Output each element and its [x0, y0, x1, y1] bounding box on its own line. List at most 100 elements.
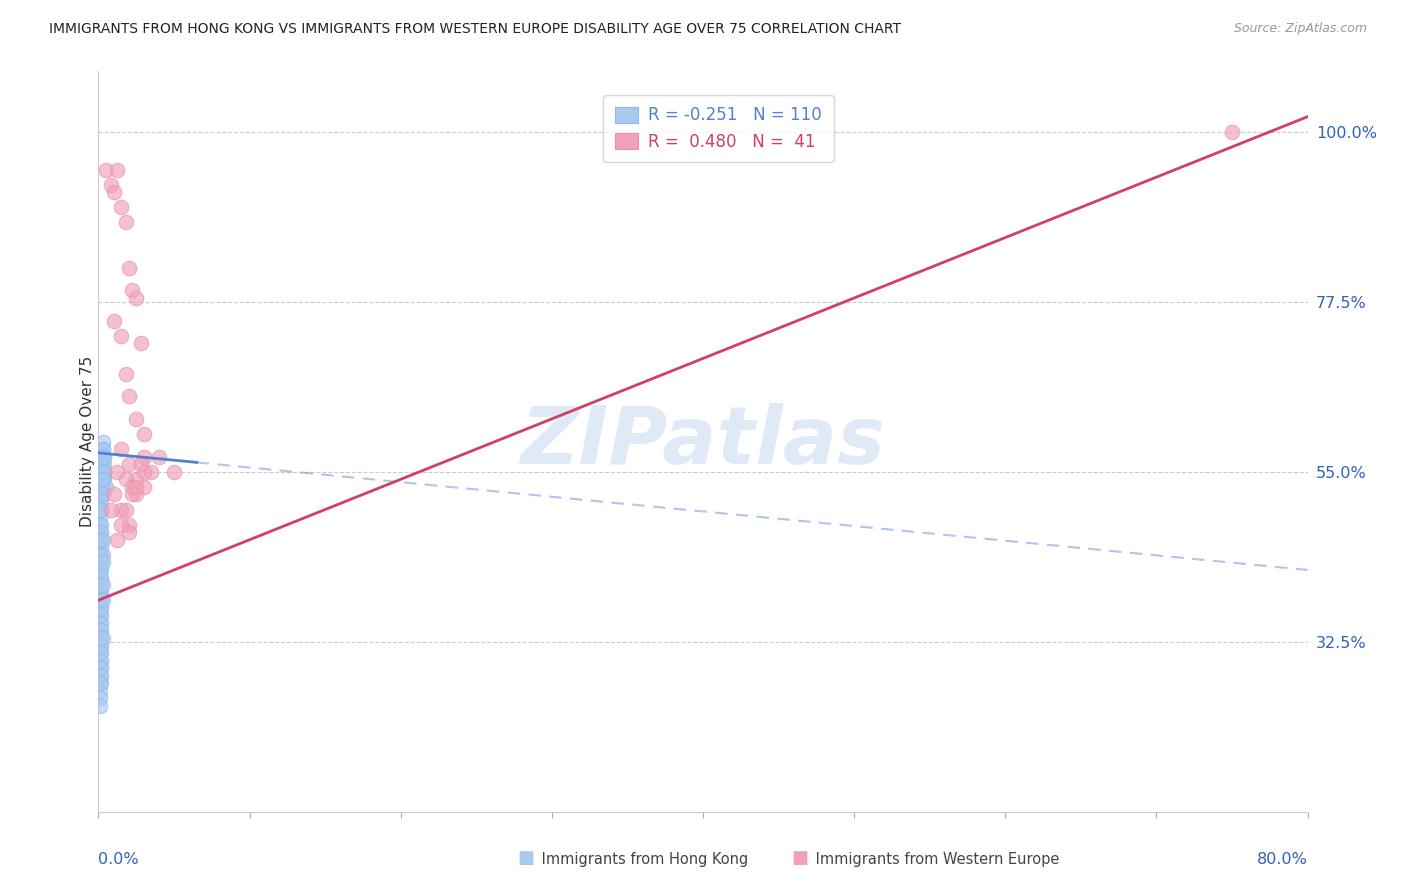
Point: [89, 669, 111, 683]
Point: [91, 450, 114, 464]
Point: [89, 548, 111, 562]
Point: [114, 502, 136, 516]
Point: [90, 608, 112, 623]
Point: [89, 465, 111, 479]
Point: [93, 465, 115, 479]
Point: [90, 646, 112, 660]
Point: [129, 457, 152, 471]
Point: [90, 669, 112, 683]
Text: 80.0%: 80.0%: [1257, 853, 1308, 867]
Point: [91, 487, 114, 501]
Point: [89, 646, 111, 660]
Y-axis label: Disability Age Over 75: Disability Age Over 75: [80, 356, 94, 527]
Point: [90, 450, 112, 464]
Point: [89, 457, 111, 471]
Point: [89, 487, 111, 501]
Point: [118, 457, 141, 471]
Point: [89, 570, 111, 584]
Point: [89, 661, 111, 675]
Point: [90, 578, 112, 592]
Point: [90, 654, 112, 668]
Point: [91, 465, 114, 479]
Point: [90, 457, 112, 471]
Point: [91, 457, 114, 471]
Point: [89, 631, 111, 645]
Point: [141, 465, 163, 479]
Point: [125, 291, 148, 305]
Point: [89, 639, 111, 653]
Point: [121, 480, 143, 494]
Point: [89, 465, 111, 479]
Point: [89, 608, 111, 623]
Point: [91, 631, 114, 645]
Point: [90, 624, 112, 638]
Point: [90, 465, 112, 479]
Point: [132, 427, 155, 442]
Point: [105, 533, 128, 547]
Point: [89, 654, 111, 668]
Point: [89, 472, 111, 486]
Point: [89, 457, 111, 471]
Point: [89, 600, 111, 615]
Point: [90, 661, 112, 675]
Point: [89, 533, 111, 547]
Point: [89, 472, 111, 486]
Point: [89, 517, 111, 532]
Point: [91, 472, 114, 486]
Point: [114, 367, 136, 381]
Point: [90, 465, 112, 479]
Text: Source: ZipAtlas.com: Source: ZipAtlas.com: [1233, 22, 1367, 36]
Point: [163, 465, 186, 479]
Point: [90, 548, 112, 562]
Point: [91, 533, 114, 547]
Point: [103, 186, 125, 200]
Text: Immigrants from Western Europe: Immigrants from Western Europe: [811, 852, 1060, 867]
Text: ■: ■: [792, 849, 808, 867]
Point: [90, 465, 112, 479]
Point: [93, 450, 115, 464]
Point: [125, 412, 148, 426]
Point: [90, 487, 112, 501]
Point: [93, 457, 115, 471]
Point: [110, 200, 132, 214]
Point: [90, 563, 112, 577]
Point: [89, 683, 111, 698]
Point: [90, 593, 112, 607]
Point: [118, 517, 141, 532]
Point: [148, 450, 170, 464]
Point: [90, 639, 112, 653]
Point: [89, 578, 111, 592]
Point: [132, 465, 155, 479]
Point: [105, 465, 128, 479]
Point: [91, 450, 114, 464]
Point: [89, 525, 111, 540]
Point: [89, 480, 111, 494]
Point: [132, 450, 155, 464]
Point: [89, 465, 111, 479]
Point: [89, 472, 111, 486]
Point: [90, 480, 112, 494]
Point: [90, 541, 112, 555]
Point: [89, 624, 111, 638]
Point: [90, 676, 112, 690]
Point: [89, 563, 111, 577]
Point: [91, 442, 114, 456]
Point: [100, 178, 122, 192]
Point: [91, 548, 114, 562]
Point: [90, 457, 112, 471]
Point: [125, 480, 148, 494]
Point: [89, 480, 111, 494]
Point: [91, 472, 114, 486]
Point: [118, 260, 141, 275]
Point: [91, 578, 114, 592]
Text: ■: ■: [517, 849, 534, 867]
Point: [110, 328, 132, 343]
Point: [89, 585, 111, 599]
Point: [90, 600, 112, 615]
Point: [100, 502, 122, 516]
Point: [91, 465, 114, 479]
Point: [89, 593, 111, 607]
Point: [90, 570, 112, 584]
Point: [90, 525, 112, 540]
Point: [110, 502, 132, 516]
